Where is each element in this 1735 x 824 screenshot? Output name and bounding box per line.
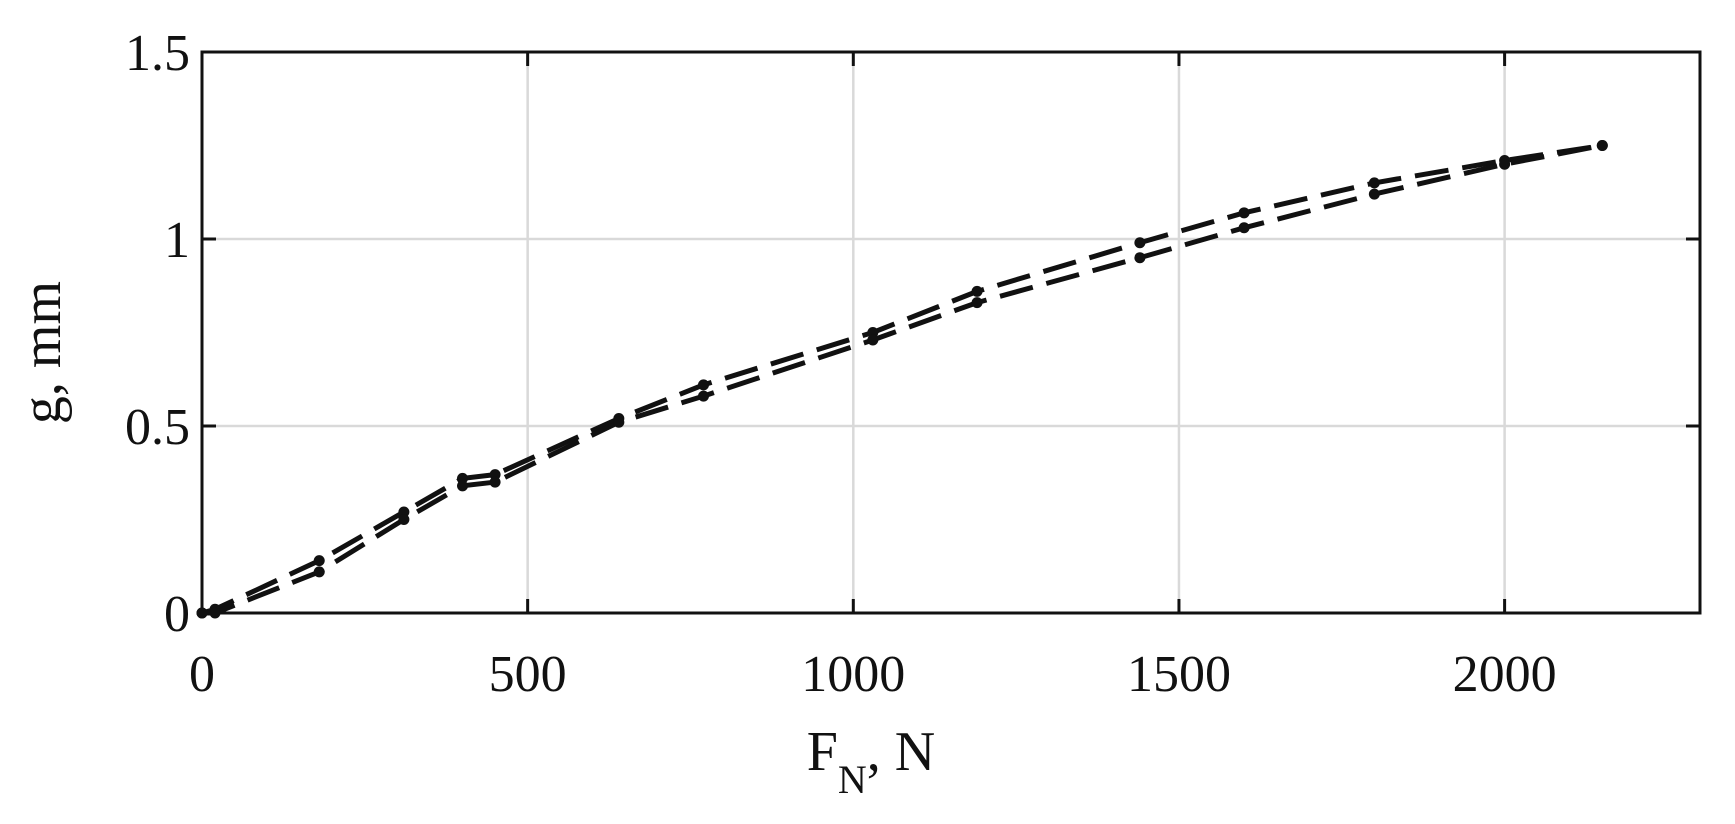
x-tick-label: 1000 xyxy=(801,646,905,703)
data-point xyxy=(698,379,710,391)
y-tick-label: 1.5 xyxy=(125,25,190,82)
x-axis-label-main: F xyxy=(807,721,838,783)
x-tick-label: 2000 xyxy=(1453,646,1557,703)
grid-layer xyxy=(202,52,1700,613)
data-point xyxy=(489,476,501,488)
x-axis-label: FN, N xyxy=(807,721,936,802)
data-point xyxy=(313,566,325,578)
data-point xyxy=(1368,177,1380,189)
data-point xyxy=(971,285,983,297)
x-tick-label: 1500 xyxy=(1127,646,1231,703)
series-line-1 xyxy=(201,143,1603,616)
data-point xyxy=(1238,222,1250,234)
y-axis-label: g, mm xyxy=(11,281,73,424)
data-point xyxy=(971,297,983,309)
data-point xyxy=(1134,237,1146,249)
data-point xyxy=(1134,252,1146,264)
data-point xyxy=(398,514,410,525)
y-tick-label: 0 xyxy=(164,586,190,643)
y-tick-label: 1 xyxy=(164,212,190,269)
x-axis-label-subscript: N xyxy=(838,757,867,802)
data-point xyxy=(1596,140,1608,151)
series-layer xyxy=(196,140,1608,619)
data-point xyxy=(613,416,625,428)
data-point xyxy=(867,334,879,346)
x-axis-label-unit: , N xyxy=(867,721,935,783)
x-tick-label: 500 xyxy=(489,646,567,703)
series-line-2 xyxy=(202,143,1603,616)
tick-layer xyxy=(200,50,1700,615)
tick-label-layer: 0 500 1000 1500 2000 0 0.5 1 1.5 xyxy=(125,25,1557,703)
data-point xyxy=(698,390,710,402)
data-point xyxy=(457,480,469,492)
y-tick-label: 0.5 xyxy=(125,399,190,456)
x-tick-label: 0 xyxy=(189,646,215,703)
data-point xyxy=(1368,188,1380,200)
plot-frame xyxy=(200,50,1702,615)
data-point xyxy=(1238,207,1250,219)
data-point xyxy=(1499,158,1511,170)
data-point xyxy=(313,555,325,567)
